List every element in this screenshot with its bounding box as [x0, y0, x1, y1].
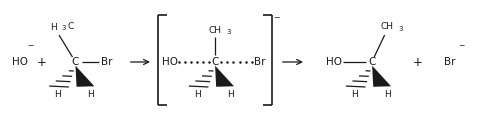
Text: −: − — [273, 13, 280, 22]
Text: HO: HO — [12, 57, 28, 67]
Text: H: H — [54, 90, 61, 99]
Text: Br: Br — [101, 57, 112, 67]
Text: −: − — [28, 42, 34, 51]
Text: +: + — [36, 56, 46, 68]
Text: CH: CH — [208, 26, 222, 35]
Text: C: C — [68, 22, 74, 31]
Text: H: H — [384, 90, 390, 99]
Polygon shape — [215, 66, 234, 87]
Polygon shape — [372, 66, 391, 87]
Text: CH: CH — [380, 22, 393, 31]
Text: H: H — [351, 90, 358, 99]
Text: C: C — [212, 57, 219, 67]
Text: H: H — [194, 90, 200, 99]
Text: 3: 3 — [398, 26, 403, 32]
Text: H: H — [50, 23, 56, 31]
Text: HO: HO — [162, 57, 178, 67]
Text: 3: 3 — [61, 25, 66, 31]
Text: 3: 3 — [226, 29, 230, 35]
Text: +: + — [412, 56, 422, 68]
Text: Br: Br — [444, 57, 455, 67]
Text: C: C — [72, 57, 79, 67]
Text: H: H — [226, 90, 234, 99]
Text: −: − — [458, 42, 464, 51]
Polygon shape — [76, 66, 94, 87]
Text: HO: HO — [326, 57, 342, 67]
Text: H: H — [87, 90, 94, 99]
Text: C: C — [368, 57, 376, 67]
Text: Br: Br — [254, 57, 266, 67]
